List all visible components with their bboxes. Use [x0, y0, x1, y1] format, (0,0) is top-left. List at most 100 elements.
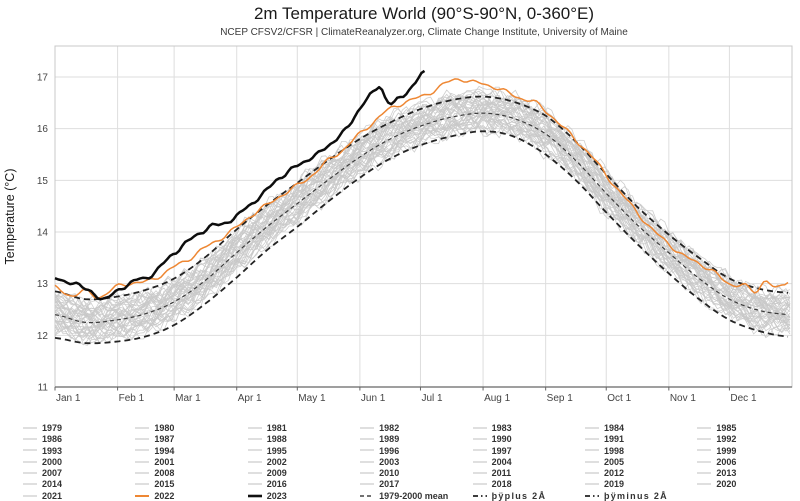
legend-item-2017: 2017 — [359, 479, 471, 489]
legend-label: 2018 — [491, 479, 512, 490]
legend-label: 1996 — [379, 445, 400, 456]
legend-swatch-line — [360, 438, 375, 440]
legend-label: 2006 — [716, 456, 737, 467]
legend-label: 2002 — [266, 456, 287, 467]
legend-label: 1997 — [491, 445, 512, 456]
legend-swatch-line — [584, 494, 599, 497]
legend-label: 2010 — [379, 468, 400, 479]
year-line-2015 — [54, 90, 791, 316]
legend-swatch-line — [23, 472, 37, 474]
legend-item-2001: 2001 — [134, 457, 246, 467]
legend-swatch-line — [23, 461, 37, 463]
legend-item-1999: 1999 — [696, 446, 800, 456]
year-line-1979 — [54, 121, 791, 346]
year-line-2012 — [54, 95, 791, 318]
legend-swatch-line — [135, 483, 150, 485]
x-tick-label: Jun 1 — [361, 393, 386, 404]
legend-label: 2016 — [266, 479, 287, 490]
legend-swatch-line — [135, 449, 150, 452]
legend-label: 2013 — [716, 468, 737, 479]
legend-label: 1995 — [266, 445, 287, 456]
legend-label: 1992 — [716, 434, 737, 445]
series-year-2023 — [54, 69, 426, 301]
year-line-1985 — [54, 114, 791, 339]
legend-item-2010: 2010 — [359, 468, 471, 478]
legend-label: 2011 — [491, 468, 512, 479]
legend-label: 1983 — [491, 422, 512, 433]
legend-label: 2014 — [42, 479, 63, 490]
legend-label: 1990 — [491, 434, 512, 445]
legend-label: 1979 — [42, 422, 63, 433]
legend-swatch-line — [472, 472, 487, 474]
legend-item-1989: 1989 — [359, 434, 471, 444]
legend-item-1987: 1987 — [134, 434, 246, 444]
legend-label: 1989 — [379, 434, 400, 445]
year-line-1988 — [54, 114, 791, 342]
legend-item-1997: 1997 — [472, 446, 584, 456]
legend-item-1998: 1998 — [584, 446, 696, 456]
legend-swatch-line — [584, 449, 599, 452]
x-tick-label: Feb 1 — [119, 393, 145, 404]
legend-label: 2001 — [154, 456, 175, 467]
legend-swatch-line — [472, 438, 487, 440]
legend-item-2003: 2003 — [359, 457, 471, 467]
legend-item-2019: 2019 — [584, 479, 696, 489]
legend-item-2016: 2016 — [247, 479, 359, 489]
legend-label: 2019 — [603, 479, 624, 490]
legend-item-2000: 2000 — [22, 457, 134, 467]
x-tick-label: Nov 1 — [670, 393, 697, 404]
legend-swatch-line — [584, 438, 599, 440]
legend-swatch-line — [472, 483, 487, 485]
legend-swatch-line — [247, 472, 262, 474]
legend-item-1983: 1983 — [472, 423, 584, 433]
legend-item-2015: 2015 — [134, 479, 246, 489]
legend-item-1995: 1995 — [247, 446, 359, 456]
legend-label: 1984 — [603, 422, 624, 433]
legend-swatch-line — [23, 427, 37, 429]
x-tick-label: Jul 1 — [421, 393, 443, 404]
legend-swatch-line — [135, 472, 150, 474]
chart-legend: 1979 1980 1981 1982 1983 1984 1985 1986 1987 1988… — [22, 423, 800, 501]
legend-swatch-line — [247, 427, 262, 429]
legend-item--minus-2-: þÿminus 2Å — [584, 491, 696, 501]
legend-swatch-line — [360, 494, 375, 497]
legend-label: 2007 — [42, 468, 63, 479]
legend-item-1994: 1994 — [134, 446, 246, 456]
legend-item-2002: 2002 — [247, 457, 359, 467]
y-axis-title: Temperature (°C) — [3, 169, 17, 265]
legend-label: 1987 — [154, 434, 175, 445]
legend-item-1988: 1988 — [247, 434, 359, 444]
legend-swatch-line — [135, 427, 150, 429]
x-tick-label: Oct 1 — [607, 393, 631, 404]
x-tick-label: Sep 1 — [547, 393, 574, 404]
legend-label: 2008 — [154, 468, 175, 479]
series-mean-1979-2000 — [54, 112, 789, 324]
chart-subtitle: NCEP CFSV2/CFSR | ClimateReanalyzer.org,… — [220, 27, 628, 38]
x-tick-label: Apr 1 — [238, 393, 262, 404]
legend-label: 1985 — [716, 422, 737, 433]
y-tick-label: 16 — [37, 124, 49, 135]
legend-label: 2009 — [266, 468, 287, 479]
legend-swatch-line — [697, 461, 712, 463]
legend-item-2022: 2022 — [134, 491, 246, 501]
legend-label: 2005 — [603, 456, 624, 467]
year-line-1980 — [54, 115, 791, 346]
temperature-plot-svg: Jan 1 Feb 1 Mar 1 Apr 1 May 1 Jun 1 Jul 1 Aug 1… — [3, 45, 793, 404]
legend-label: 2017 — [379, 479, 400, 490]
legend-swatch-line — [247, 461, 262, 463]
legend-swatch-line — [472, 449, 487, 452]
legend-label: 1981 — [266, 422, 287, 433]
legend-label: 2020 — [716, 479, 737, 490]
legend-item-1984: 1984 — [584, 423, 696, 433]
legend-swatch-line — [697, 483, 712, 485]
series-year-2022 — [54, 78, 789, 300]
legend-swatch-line — [247, 449, 262, 452]
legend-swatch-line — [360, 427, 375, 429]
y-tick-label: 13 — [37, 279, 49, 290]
legend-item-2004: 2004 — [472, 457, 584, 467]
legend-item-2006: 2006 — [696, 457, 800, 467]
legend-swatch-line — [23, 483, 37, 485]
legend-item-1993: 1993 — [22, 446, 134, 456]
legend-swatch-line — [23, 449, 37, 452]
legend-item-1979: 1979 — [22, 423, 134, 433]
